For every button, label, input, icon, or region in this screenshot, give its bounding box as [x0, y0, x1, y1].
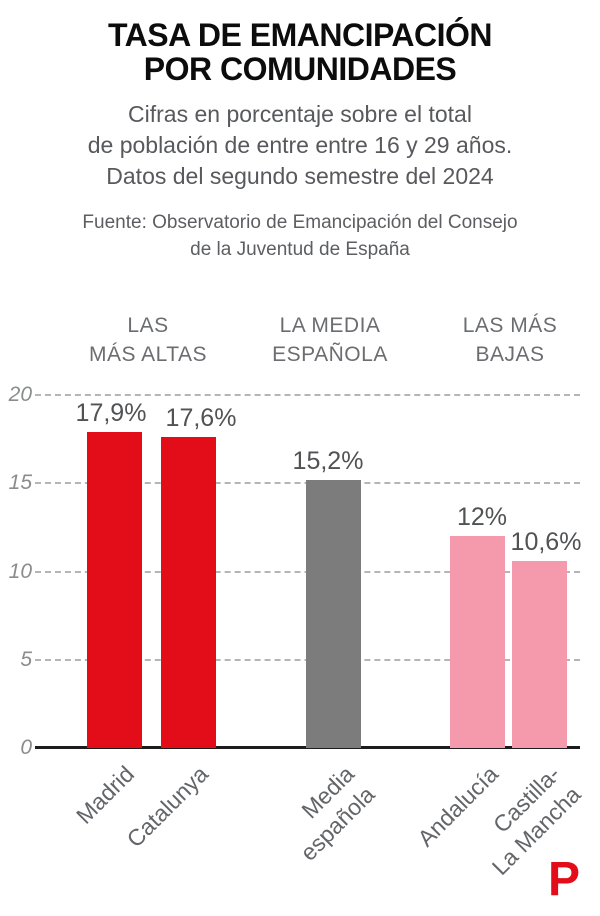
value-label-castilla-la-mancha: 10,6%: [508, 527, 584, 556]
y-tick-15: 15: [8, 471, 32, 495]
y-tick-0: 0: [20, 736, 32, 759]
group-header-lowest: LAS MÁS BAJAS: [462, 314, 558, 366]
y-tick-10: 10: [8, 559, 32, 583]
y-tick-5: 5: [20, 647, 32, 671]
page-title: TASA DE EMANCIPACIÓN POR COMUNIDADES: [107, 17, 493, 87]
value-label-media-espanola: 15,2%: [290, 446, 366, 475]
value-label-catalunya: 17,6%: [163, 404, 239, 433]
value-label-andalucia: 12%: [454, 503, 510, 532]
publisher-logo: P: [548, 853, 581, 906]
y-tick-20: 20: [8, 383, 32, 406]
bar-madrid: [87, 432, 142, 748]
value-label-madrid: 17,9%: [73, 399, 149, 428]
bar-catalunya: [161, 437, 216, 748]
bar-castilla-la-mancha: [512, 560, 567, 748]
chart-subtitle: Cifras en porcentaje sobre el total de p…: [87, 101, 513, 189]
group-header-average: LA MEDIA ESPAÑOLA: [272, 314, 388, 366]
bar-andalucia: [450, 536, 505, 748]
source-note: Fuente: Observatorio de Emancipación del…: [82, 212, 518, 260]
group-header-highest: LAS MÁS ALTAS: [88, 314, 208, 366]
bar-media-espanola: [306, 479, 361, 748]
gridline-20: [35, 394, 580, 396]
